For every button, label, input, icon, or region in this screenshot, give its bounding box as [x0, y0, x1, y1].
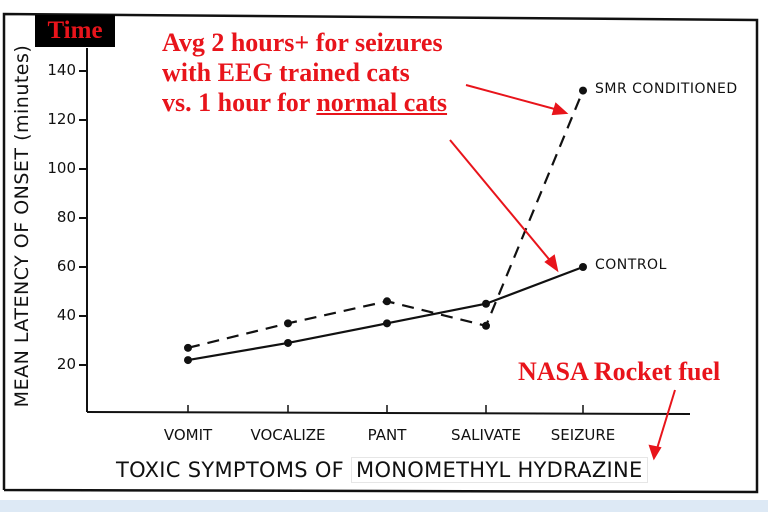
annotation-line-1: Avg 2 hours+ for seizures [162, 28, 443, 57]
series-label-smr-conditioned: SMR CONDITIONED [595, 80, 738, 97]
figure-frame [2, 12, 759, 494]
time-badge: Time [35, 15, 115, 47]
x-tick-label-seizure: SEIZURE [550, 426, 616, 444]
x-axis [86, 411, 691, 415]
y-tick-label: 20 [56, 355, 76, 373]
x-tick-label-salivate: SALIVATE [451, 426, 521, 444]
series-line-control [187, 265, 584, 362]
data-point [482, 321, 490, 330]
data-point [579, 86, 587, 95]
arrow-to-smr [465, 84, 563, 112]
x-axis-label-prefix: TOXIC SYMPTOMS OF [116, 458, 352, 482]
annotation-line-2: with EEG trained cats [162, 58, 410, 87]
y-tick-label: 80 [56, 208, 76, 226]
annotation-arrows [449, 84, 676, 461]
y-tick-label: 120 [47, 110, 76, 128]
series-label-control: CONTROL [595, 257, 667, 273]
x-axis-label-chemical: MONOMETHYL HYDRAZINE [351, 457, 648, 483]
data-point [284, 319, 292, 328]
arrowhead-control [544, 254, 559, 273]
series-lines [184, 86, 587, 365]
y-tick-label: 100 [47, 159, 76, 177]
y-tick-label: 140 [47, 61, 76, 79]
data-point [184, 356, 192, 365]
nasa-annotation: NASA Rocket fuel [518, 357, 721, 386]
data-point [482, 299, 490, 308]
arrow-to-control [449, 139, 554, 265]
y-tick-label: 40 [56, 306, 76, 324]
y-ticks [79, 70, 87, 366]
seizure-annotation: Avg 2 hours+ for seizures with EEG train… [162, 28, 447, 118]
x-axis-label: TOXIC SYMPTOMS OF MONOMETHYL HYDRAZINE [116, 457, 648, 483]
x-tick-label-vocalize: VOCALIZE [250, 426, 326, 444]
data-point [579, 263, 587, 271]
x-tick-label-vomit: VOMIT [163, 426, 213, 444]
arrowhead-smr [551, 102, 569, 116]
arrow-to-hydrazine [655, 389, 676, 453]
x-tick-label-pant: PANT [367, 426, 407, 444]
series-line-smr-conditioned [187, 90, 585, 349]
y-axis-label: MEAN LATENCY OF ONSET (minutes) [11, 44, 33, 408]
arrowhead-hydrazine [648, 444, 662, 461]
bottom-strip [0, 500, 768, 512]
data-point [383, 319, 391, 328]
data-point [284, 338, 292, 347]
annotation-line-3: vs. 1 hour for normal cats [162, 88, 447, 118]
x-ticks [187, 405, 584, 413]
data-point [184, 343, 192, 352]
annotation-normal-cats: normal cats [316, 88, 448, 117]
annotation-line-3-prefix: vs. 1 hour for [162, 88, 317, 117]
data-point [383, 297, 391, 306]
y-tick-label: 60 [56, 257, 76, 275]
